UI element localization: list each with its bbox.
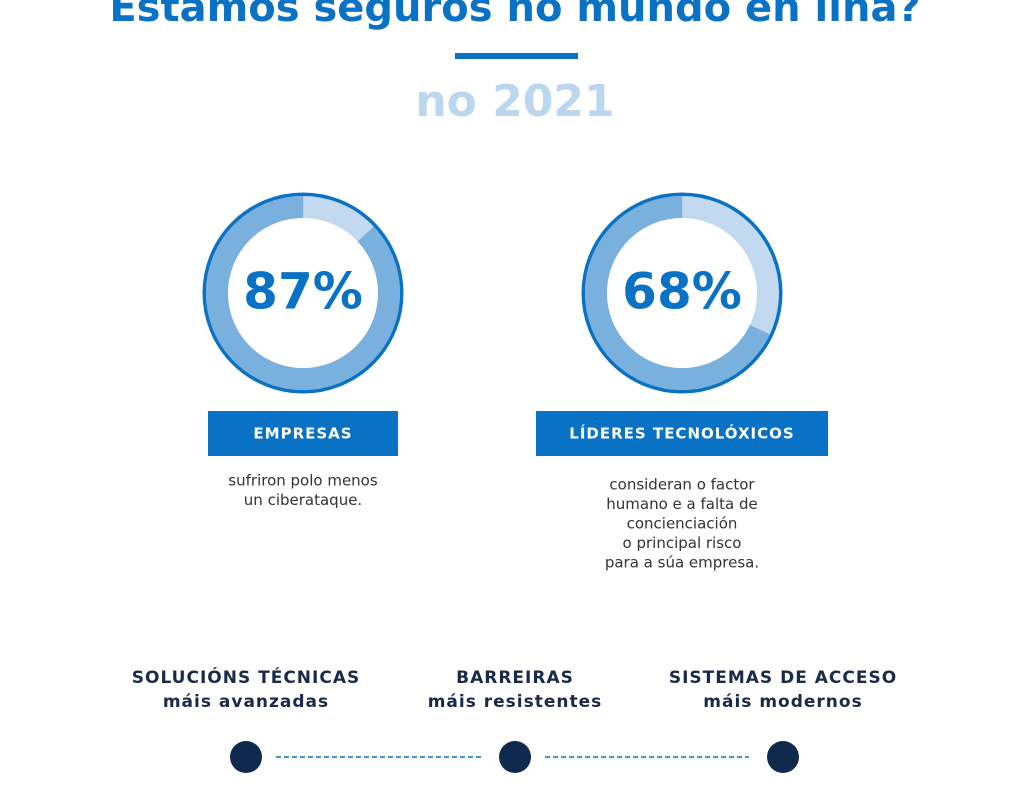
step-subtitle: máis modernos xyxy=(703,692,862,712)
donut-arc xyxy=(585,196,779,390)
label-box xyxy=(208,411,398,456)
step-subtitle: máis avanzadas xyxy=(163,692,329,712)
title: Estamos seguros no mundo en liña? xyxy=(109,0,920,31)
step-dot xyxy=(499,741,531,773)
stat-description: humano e a falta de xyxy=(606,495,757,513)
donut-border xyxy=(202,192,404,394)
stat-description: o principal risco xyxy=(623,534,742,552)
step-title: SOLUCIÓNS TÉCNICAS xyxy=(132,666,360,688)
donut-border xyxy=(581,192,783,394)
stat-value: 87% xyxy=(243,263,363,321)
stat-label: EMPRESAS xyxy=(253,425,352,443)
label-box xyxy=(536,411,828,456)
step-title: SISTEMAS DE ACCESO xyxy=(669,668,897,688)
stat-description: un ciberataque. xyxy=(244,491,362,509)
step-title: BARREIRAS xyxy=(456,668,574,688)
stat-description: para a súa empresa. xyxy=(605,554,759,572)
step-subtitle: máis resistentes xyxy=(428,692,603,712)
step-dot xyxy=(230,741,262,773)
title-underline xyxy=(455,53,578,59)
stat-label: LÍDERES TECNOLÓXICOS xyxy=(569,424,794,443)
stat-value: 68% xyxy=(622,263,742,321)
donut-inner xyxy=(228,218,378,368)
stat-description: sufriron polo menos xyxy=(228,472,378,490)
subtitle: no 2021 xyxy=(415,76,614,127)
stat-description: concienciación xyxy=(627,515,738,533)
step-dot xyxy=(767,741,799,773)
donut-inner xyxy=(607,218,757,368)
donut-arc xyxy=(206,196,400,390)
stat-description: consideran o factor xyxy=(609,476,755,494)
